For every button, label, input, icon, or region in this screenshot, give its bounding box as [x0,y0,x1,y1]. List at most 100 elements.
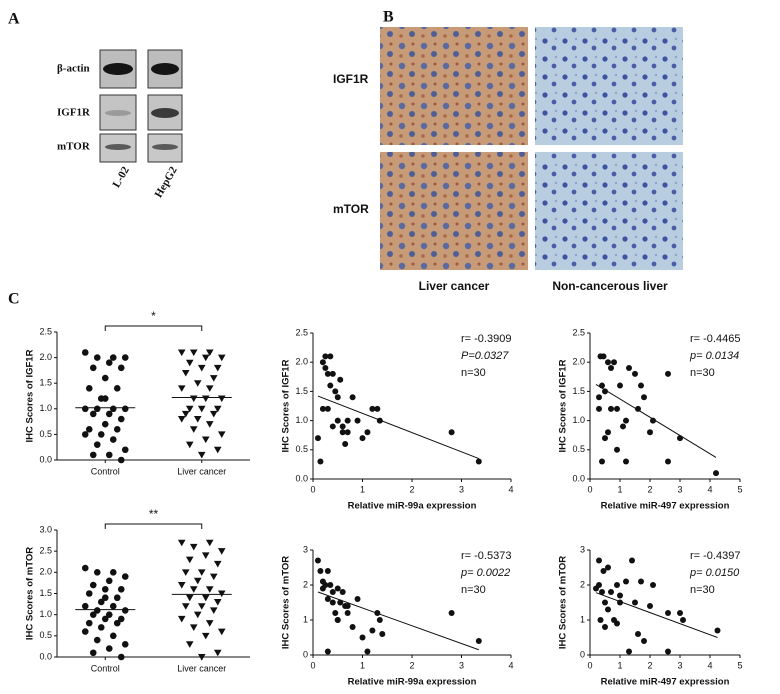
stat-annotation: n=30 [690,584,715,596]
stat-annotation: p= 0.0022 [460,567,510,579]
dot [101,615,109,623]
dot [105,451,113,459]
blot-row-label: mTOR [57,141,91,153]
point [647,603,653,609]
dot [201,395,210,403]
point [339,589,346,595]
point [632,370,638,377]
y-tick-label: 2.5 [39,546,52,556]
dot [109,632,117,640]
point [324,596,331,602]
dot [109,602,117,610]
point [626,365,632,372]
stat-annotation: r= -0.3909 [461,333,511,345]
point [665,458,671,465]
y-tick-label: 0 [303,649,308,659]
dot [177,539,186,547]
dot [117,585,125,593]
dot [217,395,226,403]
dot [101,395,109,402]
dot [101,585,109,593]
point [324,405,331,412]
x-tick-label: 0 [587,484,592,494]
y-tick-label: 2.0 [39,352,52,362]
dot [121,607,129,614]
point [605,429,611,436]
dot [193,611,202,619]
dot [185,641,194,648]
dot [89,611,97,618]
x-tick-label: 2 [647,484,652,494]
x-tick-label: 1 [617,484,622,494]
dot [197,405,206,413]
y-axis-label: IHC Scores of IGF1R [281,359,292,452]
dot [181,569,190,576]
x-tick-label: 0 [310,484,315,494]
stat-annotation: n=30 [461,367,486,379]
y-tick-label: 0 [580,649,585,659]
point [614,405,620,412]
point [611,359,617,366]
point [608,405,614,412]
point [327,582,334,588]
point [638,382,644,389]
point [349,394,356,401]
dot [201,552,210,559]
point [349,624,356,630]
point [317,568,324,574]
dot [217,628,226,636]
point [339,429,346,436]
dot [213,446,222,454]
point [677,610,683,616]
y-tick-label: 1 [303,614,308,624]
regression-line [317,591,479,651]
lane-label: HepG2 [153,164,180,200]
dot [201,354,210,362]
x-tick-label: 1 [360,484,365,494]
point [650,582,656,588]
dot [189,586,198,593]
point [364,648,371,655]
dot [197,569,206,576]
point [620,423,626,430]
dot [89,410,97,418]
y-tick-label: 0.5 [572,444,585,454]
point [475,458,482,465]
dot [205,539,214,547]
significance-label: ** [149,507,159,521]
point [617,592,623,599]
dot [185,359,194,367]
point [617,382,623,389]
y-tick-label: 1.5 [295,386,308,396]
point [714,627,721,634]
dot [121,573,129,580]
regression-line [595,592,718,638]
dot [109,405,117,413]
point [602,388,608,395]
point [354,596,361,602]
y-axis-label: IHC Scores of mTOR [25,547,36,640]
dot [81,602,89,610]
point [329,589,336,595]
dot [213,364,222,372]
dot [81,405,89,413]
y-tick-label: 3.0 [39,524,52,534]
y-tick-label: 0.5 [39,429,52,439]
dot [121,641,129,648]
point [324,648,331,655]
y-tick-label: 1 [580,614,585,624]
dot [217,354,226,362]
dot [81,431,89,438]
y-tick-label: 3 [580,544,585,554]
stat-annotation: r= -0.4397 [690,550,740,562]
point [344,603,351,609]
dot [93,354,101,361]
dot [105,410,113,418]
dot [89,649,97,657]
point [623,578,629,585]
x-axis-label: Relative miR-497 expression [601,677,730,688]
dot [89,451,97,459]
point [314,557,321,564]
x-tick-label: 2 [409,660,414,670]
dot [101,374,109,382]
